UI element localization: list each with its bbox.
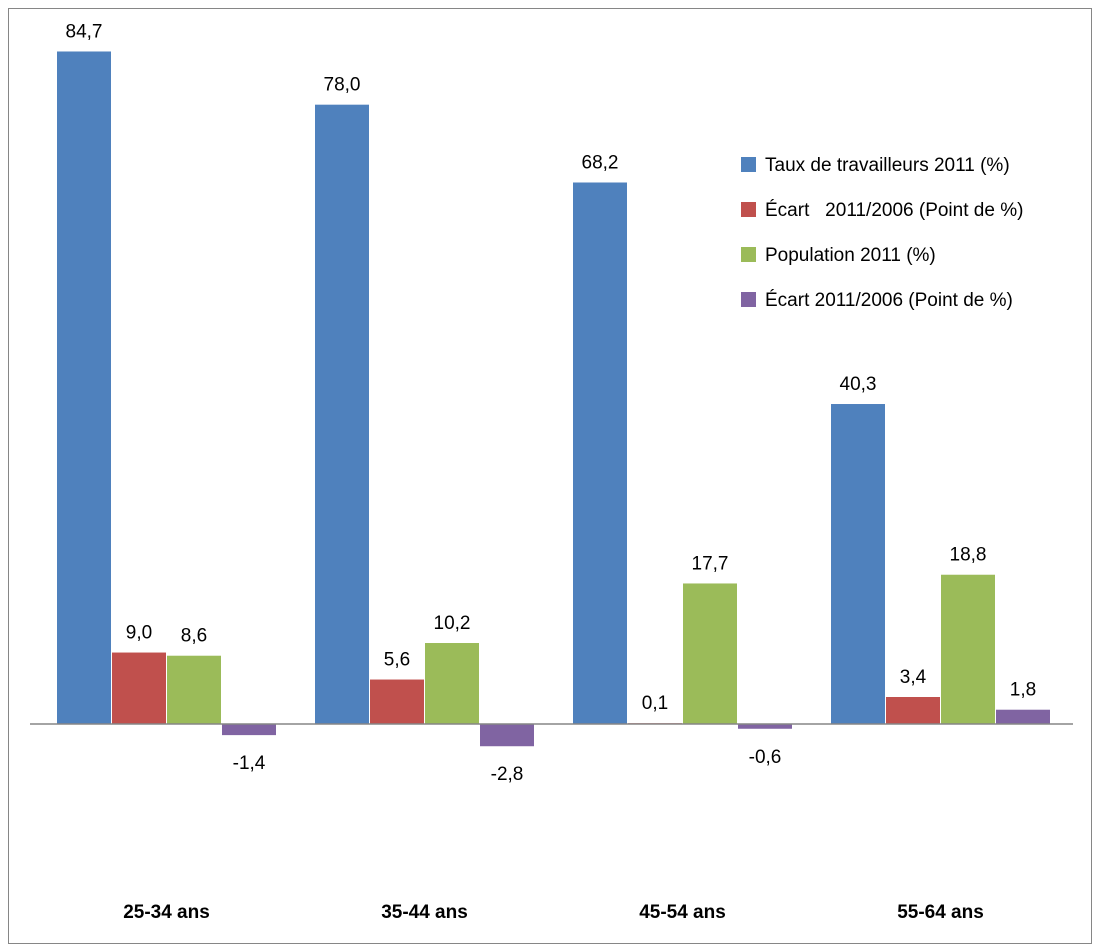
category-label-45-54-ans: 45-54 ans	[639, 902, 726, 923]
data-label-45-54-ans-series-2: 0,1	[642, 693, 668, 714]
legend-swatch-series-1	[741, 157, 756, 172]
data-label-55-64-ans-series-1: 40,3	[840, 374, 877, 395]
data-label-45-54-ans-series-4: -0,6	[749, 747, 782, 768]
bar-25-34-ans-series-2	[112, 652, 166, 724]
bar-55-64-ans-series-3	[941, 574, 995, 724]
bar-25-34-ans-series-4	[222, 724, 276, 736]
data-label-35-44-ans-series-4: -2,8	[491, 764, 524, 785]
legend-swatch-series-2	[741, 202, 756, 217]
bar-55-64-ans-series-1	[831, 404, 885, 724]
data-label-35-44-ans-series-2: 5,6	[384, 650, 410, 671]
category-label-55-64-ans: 55-64 ans	[897, 902, 984, 923]
data-label-25-34-ans-series-1: 84,7	[66, 21, 103, 42]
data-label-25-34-ans-series-4: -1,4	[233, 753, 266, 774]
bar-55-64-ans-series-4	[996, 709, 1050, 724]
data-label-35-44-ans-series-3: 10,2	[434, 613, 471, 634]
bar-35-44-ans-series-1	[315, 104, 369, 725]
data-label-35-44-ans-series-1: 78,0	[324, 75, 361, 96]
data-label-25-34-ans-series-3: 8,6	[181, 626, 207, 647]
data-label-45-54-ans-series-3: 17,7	[692, 553, 729, 574]
legend-entry-series-2: Écart 2011/2006 (Point de %)	[765, 200, 1023, 221]
data-label-25-34-ans-series-2: 9,0	[126, 623, 152, 644]
bar-25-34-ans-series-1	[57, 51, 111, 725]
data-label-55-64-ans-series-2: 3,4	[900, 667, 927, 688]
bar-45-54-ans-series-1	[573, 182, 627, 724]
bar-55-64-ans-series-2	[886, 697, 940, 724]
bar-35-44-ans-series-3	[425, 643, 479, 724]
data-label-55-64-ans-series-4: 1,8	[1010, 680, 1036, 701]
bar-35-44-ans-series-4	[480, 724, 534, 747]
bar-45-54-ans-series-4	[738, 724, 792, 729]
data-label-55-64-ans-series-3: 18,8	[950, 545, 987, 566]
category-label-25-34-ans: 25-34 ans	[123, 902, 210, 923]
data-label-45-54-ans-series-1: 68,2	[582, 152, 619, 173]
bar-45-54-ans-series-3	[683, 583, 737, 724]
legend-entry-series-1: Taux de travailleurs 2011 (%)	[765, 155, 1010, 176]
chart-frame	[8, 8, 1092, 944]
bar-35-44-ans-series-2	[370, 679, 424, 724]
legend-swatch-series-3	[741, 247, 756, 262]
legend-swatch-series-4	[741, 292, 756, 307]
bar-25-34-ans-series-3	[167, 655, 221, 724]
legend-entry-series-3: Population 2011 (%)	[765, 245, 936, 266]
legend-entry-series-4: Écart 2011/2006 (Point de %)	[765, 290, 1013, 311]
category-label-35-44-ans: 35-44 ans	[381, 902, 468, 923]
